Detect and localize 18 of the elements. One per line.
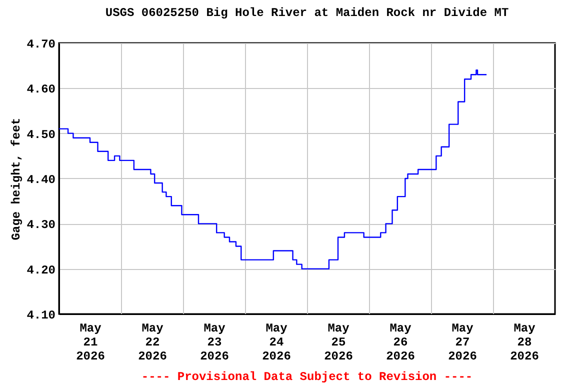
x-tick-label: May 25 2026	[324, 322, 353, 364]
x-tick-label: May 23 2026	[200, 322, 229, 364]
x-tick-label: May 21 2026	[76, 322, 105, 364]
y-tick-label: 4.70	[26, 38, 56, 52]
y-tick-label: 4.50	[26, 128, 56, 142]
y-axis-title: Gage height, feet	[10, 118, 24, 240]
text: ---- Provisional Data Subject to Revision ----	[141, 370, 473, 384]
y-tick-label: 4.60	[26, 82, 56, 97]
chart-title: USGS 06025250 Big Hole River at Maiden Rock nr Divide MT	[105, 6, 509, 20]
x-tick-label: May 26 2026	[386, 322, 415, 364]
y-tick-label: 4.10	[26, 308, 56, 322]
x-tick-label: May 22 2026	[138, 322, 167, 364]
y-tick-label: 4.30	[26, 218, 56, 232]
y-tick-label: 4.40	[26, 173, 56, 187]
x-tick-label: May 28 2026	[510, 322, 539, 364]
y-tick-label: 4.20	[26, 263, 56, 278]
x-tick-label: May 24 2026	[262, 322, 291, 364]
x-tick-label: May 27 2026	[448, 322, 477, 364]
